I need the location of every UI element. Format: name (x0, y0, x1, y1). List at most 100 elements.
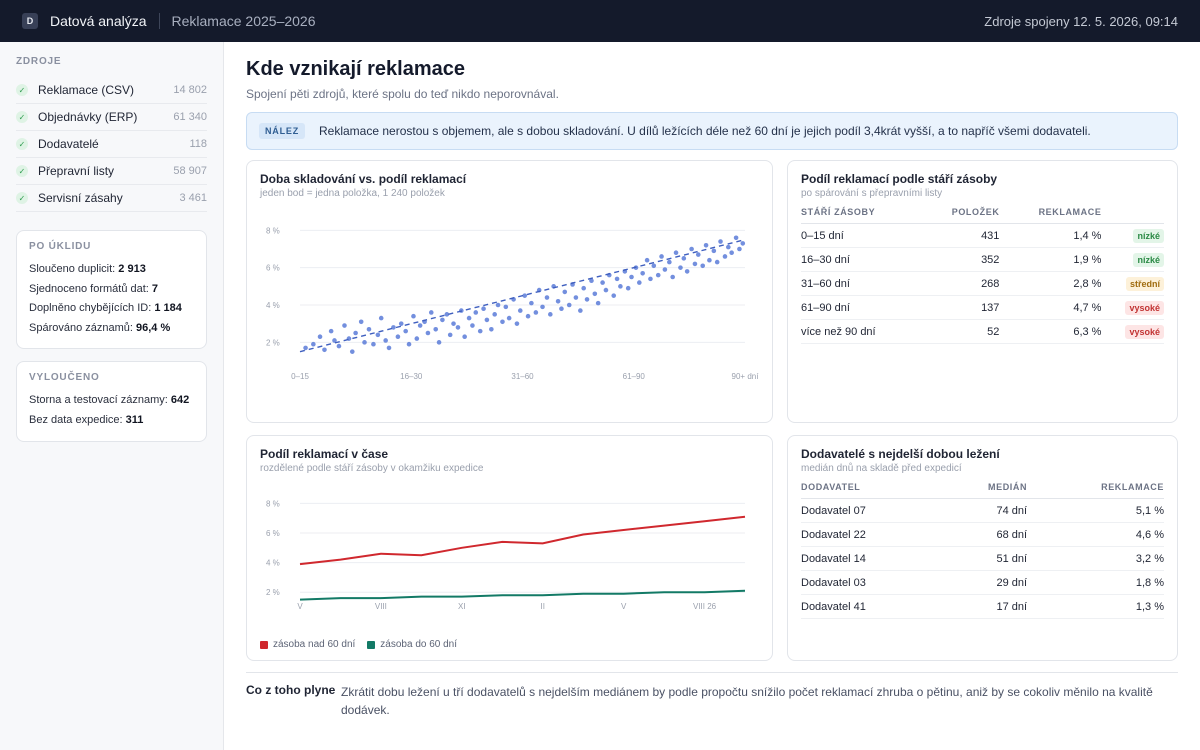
scatter-point[interactable] (581, 285, 586, 291)
scatter-point[interactable] (722, 254, 728, 259)
scatter-point[interactable] (417, 323, 423, 328)
scatter-point[interactable] (477, 328, 483, 334)
scatter-point[interactable] (703, 242, 709, 248)
scatter-point[interactable] (566, 302, 572, 308)
legend-item[interactable]: zásoba do 60 dní (367, 639, 457, 650)
scatter-point[interactable] (629, 274, 634, 280)
scatter-point[interactable] (684, 269, 690, 274)
scatter-point[interactable] (548, 312, 553, 317)
scatter-point[interactable] (618, 284, 623, 289)
scatter-point[interactable] (673, 250, 679, 256)
scatter-point[interactable] (383, 338, 388, 343)
scatter-point[interactable] (473, 310, 479, 315)
scatter-point[interactable] (540, 304, 545, 310)
scatter-point[interactable] (428, 310, 434, 315)
scatter-point[interactable] (611, 293, 617, 298)
scatter-point[interactable] (395, 334, 401, 340)
scatter-point[interactable] (303, 345, 308, 351)
scatter-point[interactable] (391, 325, 396, 330)
table-row[interactable]: 0–15 dní 431 1,4 % nízké (801, 223, 1164, 248)
source-item[interactable]: ✓ Dodavatelé 118 (16, 131, 207, 158)
scatter-point[interactable] (740, 241, 746, 246)
scatter-point[interactable] (492, 312, 497, 317)
scatter-point[interactable] (662, 267, 668, 272)
scatter-point[interactable] (714, 259, 720, 265)
scatter-point[interactable] (707, 257, 712, 263)
scatter-point[interactable] (425, 330, 431, 336)
scatter-point[interactable] (447, 332, 453, 338)
scatter-point[interactable] (436, 340, 442, 345)
scatter-point[interactable] (529, 300, 534, 306)
table-row[interactable]: Dodavatel 07 74 dní 5,1 % (801, 498, 1164, 523)
table-row[interactable]: více než 90 dní 52 6,3 % vysoké (801, 319, 1164, 344)
source-item[interactable]: ✓ Přepravní listy 58 907 (16, 158, 207, 185)
scatter-point[interactable] (729, 250, 734, 256)
table-row[interactable]: 16–30 dní 352 1,9 % nízké (801, 247, 1164, 272)
scatter-point[interactable] (414, 336, 420, 341)
scatter-point[interactable] (386, 345, 392, 351)
scatter-point[interactable] (371, 341, 376, 347)
scatter-point[interactable] (637, 280, 642, 285)
scatter-point[interactable] (411, 313, 416, 319)
scatter-point[interactable] (517, 308, 523, 313)
scatter-point[interactable] (584, 297, 590, 302)
scatter-point[interactable] (651, 263, 657, 269)
scatter-point[interactable] (506, 315, 512, 321)
scatter-point[interactable] (603, 287, 609, 293)
scatter-point[interactable] (592, 291, 598, 297)
source-item[interactable]: ✓ Objednávky (ERP) 61 340 (16, 104, 207, 131)
scatter-point[interactable] (349, 349, 355, 354)
scatter-point[interactable] (718, 239, 723, 244)
scatter-point[interactable] (484, 317, 490, 323)
source-item[interactable]: ✓ Servisní zásahy 3 461 (16, 185, 207, 212)
scatter-point[interactable] (555, 298, 561, 304)
scatter-point[interactable] (444, 312, 450, 317)
scatter-point[interactable] (311, 341, 316, 347)
scatter-point[interactable] (322, 347, 327, 353)
scatter-point[interactable] (614, 276, 620, 282)
table-row[interactable]: Dodavatel 41 17 dní 1,3 % (801, 594, 1164, 619)
scatter-point[interactable] (559, 306, 564, 312)
scatter-point[interactable] (366, 326, 372, 332)
scatter-point[interactable] (328, 328, 334, 334)
app-logo[interactable]: D (22, 13, 38, 29)
scatter-point[interactable] (495, 302, 501, 308)
table-row[interactable]: Dodavatel 03 29 dní 1,8 % (801, 570, 1164, 595)
scatter-point[interactable] (681, 256, 687, 261)
source-item[interactable]: ✓ Reklamace (CSV) 14 802 (16, 77, 207, 104)
scatter-point[interactable] (317, 334, 323, 340)
series-line[interactable] (299, 589, 746, 601)
scatter-point[interactable] (514, 321, 520, 326)
project-name[interactable]: Reklamace 2025–2026 (171, 13, 316, 29)
scatter-point[interactable] (573, 295, 579, 300)
table-row[interactable]: 31–60 dní 268 2,8 % střední (801, 271, 1164, 296)
scatter-point[interactable] (466, 315, 472, 321)
scatter-point[interactable] (362, 340, 367, 345)
scatter-point[interactable] (455, 325, 461, 330)
scatter-point[interactable] (332, 338, 337, 343)
scatter-point[interactable] (692, 261, 698, 267)
scatter-point[interactable] (670, 274, 675, 280)
scatter-point[interactable] (544, 295, 550, 300)
scatter-point[interactable] (398, 321, 404, 326)
scatter-point[interactable] (500, 319, 505, 325)
scatter-point[interactable] (659, 254, 664, 259)
scatter-point[interactable] (737, 246, 742, 252)
scatter-point[interactable] (625, 285, 631, 291)
table-row[interactable]: Dodavatel 22 68 dní 4,6 % (801, 522, 1164, 547)
scatter-point[interactable] (533, 310, 539, 315)
scatter-point[interactable] (489, 326, 494, 332)
scatter-point[interactable] (648, 276, 653, 282)
scatter-point[interactable] (600, 280, 605, 285)
scatter-point[interactable] (342, 323, 347, 328)
scatter-point[interactable] (358, 319, 364, 325)
scatter-point[interactable] (589, 278, 594, 284)
scatter-point[interactable] (378, 315, 384, 321)
scatter-point[interactable] (689, 246, 694, 252)
scatter-point[interactable] (695, 252, 701, 257)
scatter-point[interactable] (655, 272, 661, 278)
scatter-point[interactable] (678, 265, 683, 270)
scatter-point[interactable] (711, 248, 717, 254)
scatter-point[interactable] (733, 235, 739, 241)
scatter-point[interactable] (451, 321, 456, 326)
